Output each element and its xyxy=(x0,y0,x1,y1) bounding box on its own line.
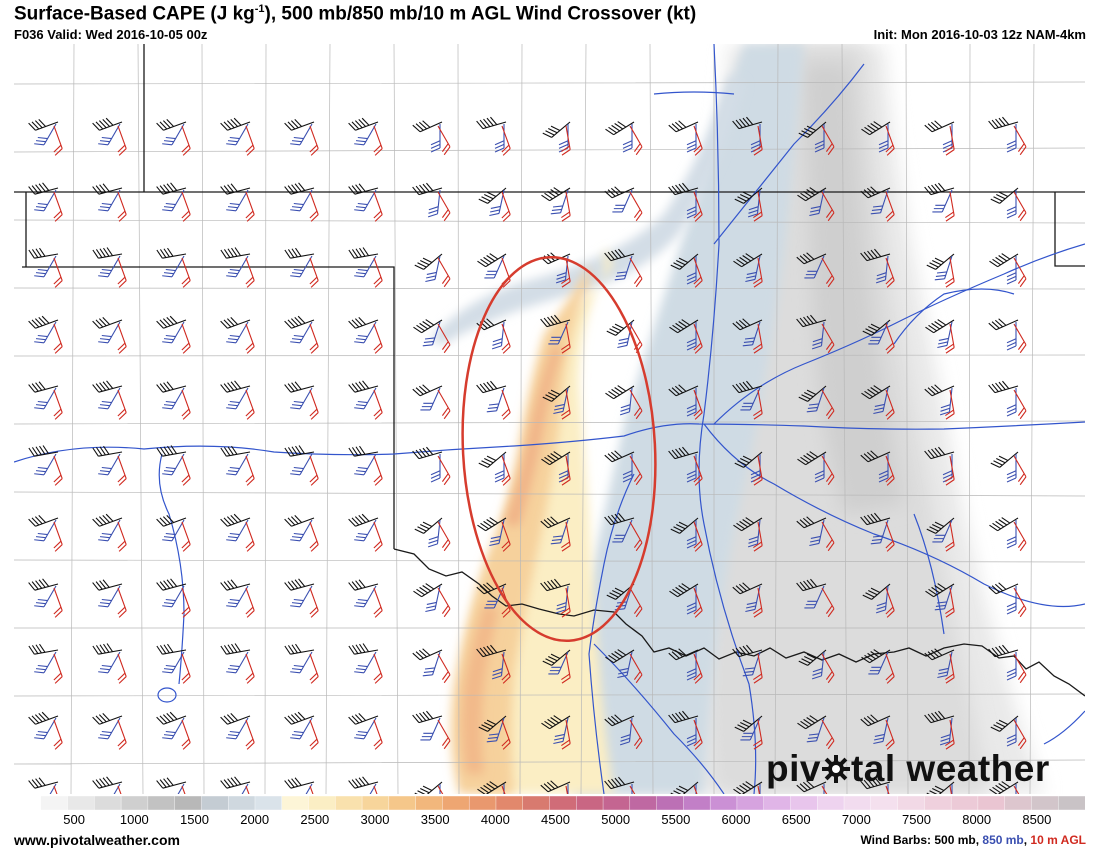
color-scale-swatch xyxy=(174,796,203,810)
color-scale-swatch xyxy=(683,796,711,810)
logo-text-end: tal weather xyxy=(850,748,1050,789)
color-scale-swatch xyxy=(281,796,310,810)
color-scale-tick-label: 5000 xyxy=(601,812,631,827)
color-scale-swatch xyxy=(335,796,363,810)
legend-separator: , xyxy=(1023,833,1031,847)
color-scale-swatch xyxy=(442,796,470,810)
color-scale-swatch xyxy=(843,796,872,810)
logo-text-start: piv xyxy=(766,748,821,789)
color-scale-bar xyxy=(14,796,1085,810)
color-scale-swatch xyxy=(254,796,283,810)
color-scale-swatch xyxy=(67,796,96,810)
color-scale-swatch xyxy=(1004,796,1033,810)
color-scale-swatch xyxy=(14,796,42,810)
color-scale-tick-label: 2000 xyxy=(240,812,270,827)
color-scale-swatch xyxy=(495,796,524,810)
color-scale-tick-label: 3000 xyxy=(360,812,390,827)
map-canvas xyxy=(14,44,1085,794)
color-scale-swatch xyxy=(790,796,819,810)
color-scale-swatch xyxy=(147,796,176,810)
wind-barbs xyxy=(28,116,1027,794)
color-scale-swatch xyxy=(924,796,952,810)
legend-850mb: 850 mb xyxy=(982,833,1024,847)
color-scale-swatch xyxy=(468,796,497,810)
rivers xyxy=(14,44,1085,794)
pivotal-weather-logo: piv tal weather xyxy=(766,748,1050,790)
color-scale-swatch xyxy=(977,796,1006,810)
color-scale-ticks: 500 1000 1500 2000 2500 3000 3500 4000 4500 5000 5… xyxy=(14,812,1085,828)
color-scale-tick-label: 4500 xyxy=(541,812,570,827)
map-header: Surface-Based CAPE (J kg-1), 500 mb/850 … xyxy=(0,0,1100,44)
color-scale xyxy=(14,796,1085,810)
color-scale-swatch xyxy=(388,796,417,810)
color-scale-tick-label: 8000 xyxy=(962,812,992,827)
color-scale-swatch xyxy=(120,796,149,810)
color-scale-tick-label: 8500 xyxy=(1022,812,1052,827)
valid-time: F036 Valid: Wed 2016-10-05 00z xyxy=(14,27,208,42)
color-scale-swatch xyxy=(1031,796,1060,810)
site-url: www.pivotalweather.com xyxy=(14,832,180,848)
highlight-ellipse xyxy=(461,255,657,643)
color-scale-swatch xyxy=(308,796,337,810)
color-scale-swatch xyxy=(629,796,658,810)
legend-500mb: 500 mb xyxy=(934,833,976,847)
barb-legend: Wind Barbs: 500 mb, 850 mb, 10 m AGL xyxy=(860,833,1086,847)
color-scale-swatch xyxy=(522,796,551,810)
footer: www.pivotalweather.com Wind Barbs: 500 m… xyxy=(0,832,1100,850)
color-scale-tick-label: 3500 xyxy=(420,812,450,827)
color-scale-tick-label: 7500 xyxy=(902,812,931,827)
color-scale-swatch xyxy=(897,796,926,810)
color-scale-swatch xyxy=(201,796,229,810)
color-scale-tick-label: 6500 xyxy=(781,812,811,827)
color-scale-tick-label: 2500 xyxy=(300,812,330,827)
color-scale-tick-label: 6000 xyxy=(721,812,751,827)
color-scale-swatch xyxy=(870,796,899,810)
color-scale-swatch xyxy=(763,796,792,810)
color-scale-swatch xyxy=(40,796,69,810)
color-scale-swatch xyxy=(361,796,390,810)
color-scale-tick-label: 5500 xyxy=(661,812,691,827)
color-scale-tick-label: 1500 xyxy=(180,812,209,827)
title-rest: ), 500 mb/850 mb/10 m AGL Wind Crossover… xyxy=(264,3,697,25)
title-main: Surface-Based CAPE (J kg xyxy=(14,3,255,25)
color-scale-swatch xyxy=(656,796,685,810)
init-time: Init: Mon 2016-10-03 12z NAM-4km xyxy=(873,27,1086,42)
color-scale-swatch xyxy=(817,796,845,810)
legend-separator: , xyxy=(975,833,983,847)
state-boundaries xyxy=(14,44,1085,697)
color-scale-swatch xyxy=(94,796,122,810)
color-scale-swatch xyxy=(950,796,979,810)
color-scale-swatch xyxy=(1058,796,1085,810)
legend-10m: 10 m AGL xyxy=(1030,833,1086,847)
weather-map xyxy=(14,44,1085,794)
color-scale-swatch xyxy=(415,796,444,810)
map-title: Surface-Based CAPE (J kg-1), 500 mb/850 … xyxy=(14,3,696,25)
color-scale-swatch xyxy=(576,796,604,810)
color-scale-swatch xyxy=(602,796,631,810)
color-scale-swatch xyxy=(736,796,765,810)
color-scale-swatch xyxy=(549,796,578,810)
title-superscript: -1 xyxy=(254,3,265,15)
color-scale-tick-label: 4000 xyxy=(480,812,510,827)
color-scale-tick-label: 1000 xyxy=(119,812,149,827)
gear-icon xyxy=(821,751,851,783)
color-scale-swatch xyxy=(227,796,256,810)
color-scale-tick-label: 7000 xyxy=(841,812,871,827)
color-scale-swatch xyxy=(709,796,738,810)
color-scale-tick-label: 500 xyxy=(63,812,86,827)
legend-prefix: Wind Barbs: xyxy=(860,833,935,847)
